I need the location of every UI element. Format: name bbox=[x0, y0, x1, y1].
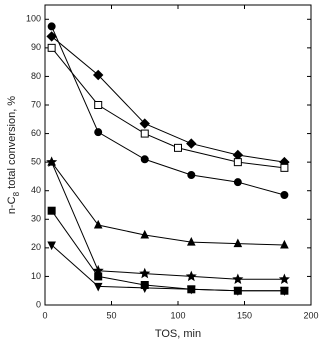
marker bbox=[46, 31, 57, 42]
marker bbox=[47, 43, 56, 52]
marker bbox=[140, 155, 149, 164]
y-tick-label: 70 bbox=[31, 99, 41, 109]
marker bbox=[280, 287, 289, 296]
marker bbox=[232, 273, 244, 284]
marker bbox=[233, 287, 243, 296]
x-tick-label: 200 bbox=[303, 310, 318, 320]
marker bbox=[94, 101, 103, 109]
marker bbox=[47, 206, 56, 215]
y-tick-label: 30 bbox=[31, 214, 41, 224]
marker bbox=[94, 272, 103, 281]
marker bbox=[187, 171, 196, 179]
x-axis-label: TOS, min bbox=[155, 328, 201, 340]
marker bbox=[93, 282, 103, 292]
y-tick-label: 100 bbox=[26, 14, 41, 24]
y-tick-label: 40 bbox=[31, 185, 41, 195]
marker bbox=[280, 239, 289, 249]
marker bbox=[139, 118, 150, 129]
marker bbox=[140, 129, 149, 138]
series-line bbox=[51, 47, 285, 169]
y-tick-label: 10 bbox=[31, 271, 41, 281]
y-tick-label: 20 bbox=[31, 242, 41, 252]
series-line bbox=[51, 210, 285, 292]
marker bbox=[233, 238, 243, 248]
marker bbox=[280, 191, 289, 199]
y-tick-label: 90 bbox=[31, 42, 41, 52]
x-tick-label: 100 bbox=[170, 310, 185, 320]
marker bbox=[140, 284, 150, 293]
series-line bbox=[51, 244, 285, 292]
marker bbox=[139, 267, 151, 279]
marker bbox=[92, 69, 104, 81]
y-tick-label: 0 bbox=[36, 299, 41, 309]
marker bbox=[278, 273, 290, 284]
marker bbox=[233, 178, 242, 187]
marker bbox=[47, 241, 56, 251]
marker bbox=[46, 156, 58, 167]
x-tick-label: 150 bbox=[237, 310, 252, 320]
series-line bbox=[51, 161, 285, 246]
y-label-part: total conversion, % bbox=[6, 96, 18, 192]
y-tick-label: 50 bbox=[31, 157, 41, 167]
marker bbox=[185, 270, 197, 282]
series-line bbox=[51, 161, 285, 280]
marker bbox=[186, 285, 196, 295]
x-tick-label: 50 bbox=[106, 310, 116, 320]
marker bbox=[47, 22, 56, 31]
y-tick-label: 80 bbox=[31, 71, 41, 81]
marker bbox=[186, 237, 196, 246]
y-tick-label: 60 bbox=[31, 128, 41, 138]
x-tick-label: 0 bbox=[42, 310, 47, 320]
y-axis-label: n-C8 total conversion, % bbox=[6, 96, 21, 214]
marker bbox=[280, 163, 289, 172]
y-label-sub: 8 bbox=[12, 191, 21, 196]
series-line bbox=[51, 36, 285, 163]
marker bbox=[174, 143, 182, 152]
marker bbox=[140, 229, 150, 239]
marker bbox=[233, 158, 242, 167]
y-label-part: n-C bbox=[6, 196, 18, 214]
series-line bbox=[51, 26, 285, 196]
marker bbox=[94, 128, 103, 137]
marker bbox=[186, 138, 197, 149]
plot-frame bbox=[44, 4, 312, 306]
marker bbox=[93, 219, 103, 229]
